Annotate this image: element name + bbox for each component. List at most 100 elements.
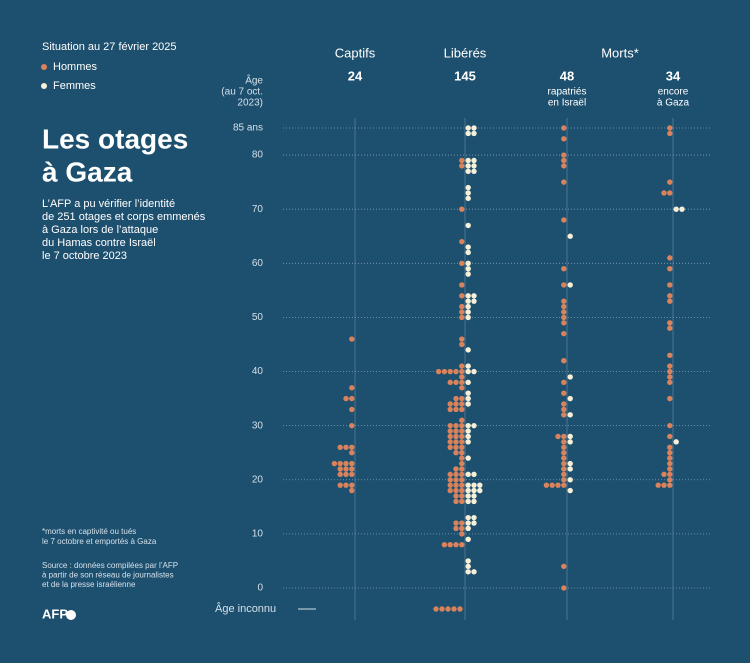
title: Les otages [42,123,188,154]
hostage-dot [471,293,477,299]
description: le 7 octobre 2023 [42,250,127,262]
hostage-dot [453,477,459,483]
hostage-dot [667,455,673,461]
hostage-dot [561,585,567,591]
unknown-label: Âge inconnu [215,602,276,615]
hostage-dot [453,433,459,440]
hostage-dot [465,249,471,256]
hostage-dot [459,482,465,488]
hostage-dot [549,482,555,488]
hostage-dot [465,125,471,131]
hostage-dot [465,266,471,272]
description: à Gaza lors de l’attaque [42,224,158,236]
y-tick-label: 50 [252,312,264,323]
hostage-dot [459,363,465,369]
hostage-dot [447,444,453,450]
hostage-dot [349,466,355,472]
hostage-dot [655,482,661,488]
hostage-dot [465,347,471,353]
hostage-dot [661,471,667,478]
hostage-dot [465,422,471,429]
hostage-dot [561,282,567,288]
hostage-dot [561,433,567,440]
hostage-dot [453,520,459,526]
hostage-dot [453,428,459,434]
hostage-dot [561,477,567,483]
group-subtitle: rapatriés [548,87,587,98]
hostage-dot [667,363,673,369]
hostage-dot [447,406,453,413]
hostage-dot [667,179,673,185]
hostage-dot [459,293,465,299]
group-header: Captifs [335,45,376,60]
hostage-dot [459,379,465,386]
hostage-dot [459,444,465,450]
hostage-dot [561,179,567,185]
title: à Gaza [42,156,133,187]
hostage-dot [667,395,673,402]
hostage-dot [447,487,453,494]
hostage-dot [459,238,465,245]
hostage-dot [561,157,567,164]
hostage-dot [337,482,343,488]
hostage-dot [447,428,453,434]
hostage-dot [459,314,465,321]
hostage-dot [349,471,355,478]
hostage-dot [343,466,349,472]
group-count: 48 [560,68,574,83]
hostage-dot [471,157,477,164]
hostage-dot [465,379,471,386]
hostage-dot [465,157,471,164]
hostage-dot [543,482,550,488]
hostage-dot [667,255,673,261]
legend-label: Femmes [53,80,96,92]
hostage-dot [459,542,465,548]
hostage-dot [561,358,567,364]
y-axis-label: 2023) [237,98,263,109]
hostage-dot [465,314,471,321]
hostage-dot [471,168,477,174]
hostage-dot [567,439,573,445]
hostage-dot [459,487,465,494]
y-tick-label: 10 [252,529,264,540]
hostage-dot [453,487,459,494]
group-count: 24 [348,68,363,83]
hostage-dot [349,444,355,450]
hostage-dot [471,487,477,494]
hostage-dot [561,309,567,315]
hostage-dot [561,455,567,461]
hostage-dot [567,282,573,288]
hostage-dot [667,190,673,196]
hostage-dot [447,368,453,375]
hostage-dot [667,450,673,456]
hostage-dot [567,395,573,402]
hostage-dot [465,433,471,440]
group-count: 145 [454,68,476,83]
hostage-dot [465,525,471,532]
hostage-dot [471,125,477,131]
hostage-dot [447,379,453,386]
hostage-dot [471,569,477,575]
hostage-dot [561,471,567,478]
hostage-dot [561,303,567,310]
hostage-dot [561,412,567,418]
hostage-dot [447,482,453,488]
hostage-dot [471,482,477,488]
footnote: *morts en captivité ou tués [42,527,136,536]
hostage-dot [561,466,567,472]
hostage-dot [465,520,471,526]
hostage-dot [459,450,465,456]
group-header: Morts* [601,45,639,60]
hostage-dot [453,450,459,456]
hostage-dot [465,439,471,445]
hostage-dot [459,282,465,288]
hostage-dot [459,455,465,461]
hostage-dot [471,163,477,169]
hostage-dot [465,260,471,266]
hostage-dot [459,157,465,164]
hostage-dot [667,130,673,137]
hostage-dot [459,433,465,440]
y-axis-label: Âge [245,74,263,87]
hostage-dot [453,542,459,548]
hostage-dot [465,368,471,375]
